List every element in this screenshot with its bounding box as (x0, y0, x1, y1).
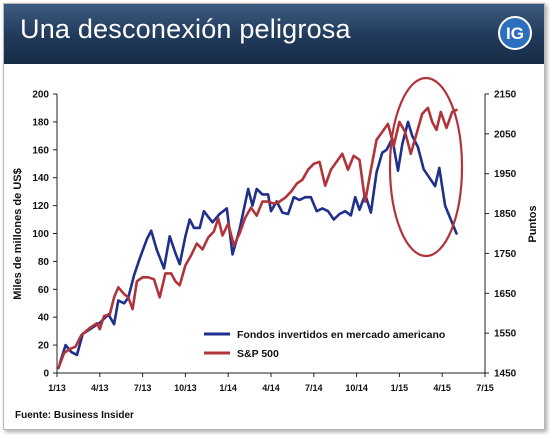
legend-label-funds: Fondos invertidos en mercado americano (237, 329, 445, 341)
x-tick-label: 1/13 (48, 383, 66, 393)
left-tick-label: 40 (38, 313, 50, 324)
left-tick-label: 80 (38, 257, 50, 268)
x-tick-label: 7/15 (476, 383, 494, 393)
funds-series-line (58, 120, 458, 365)
right-tick-label: 1450 (494, 369, 517, 380)
highlight-ellipse (388, 76, 464, 258)
right-tick-label: 1850 (494, 209, 517, 220)
x-tick-label: 10/13 (174, 383, 197, 393)
x-tick-label: 7/13 (134, 383, 152, 393)
left-tick-label: 200 (32, 90, 49, 101)
x-tick-label: 1/15 (391, 383, 409, 393)
line-chart: 0 20 40 60 80 100 120 140 160 180 200 1450 1550 1650… (12, 76, 539, 393)
x-tick-label: 7/14 (305, 383, 323, 393)
x-tick-label: 10/14 (345, 383, 368, 393)
right-tick-label: 2150 (494, 90, 517, 101)
x-tick-label: 4/15 (433, 383, 451, 393)
right-axis-ticks: 1450 1550 1650 1750 1850 1950 2050 2150 (485, 90, 517, 380)
series-layer (57, 106, 458, 370)
right-tick-label: 1550 (494, 329, 517, 340)
left-tick-label: 20 (38, 341, 50, 352)
left-tick-label: 60 (38, 285, 50, 296)
x-tick-label: 1/14 (219, 383, 237, 393)
right-tick-label: 1750 (494, 249, 517, 260)
right-tick-label: 1950 (494, 169, 517, 180)
legend-label-sp500: S&P 500 (237, 348, 279, 360)
y2-axis-label: Puntos (527, 205, 539, 242)
left-tick-label: 160 (32, 145, 49, 156)
x-tick-label: 4/14 (262, 383, 280, 393)
left-tick-label: 120 (32, 201, 49, 212)
chart-title: Una desconexión peligrosa (20, 14, 351, 44)
left-tick-label: 0 (43, 369, 49, 380)
y-axis-label: Miles de millones de US$ (12, 168, 24, 299)
legend: Fondos invertidos en mercado americano S… (204, 329, 445, 360)
x-axis-ticks: 1/13 4/13 7/13 10/13 1/14 4/14 7/14 10/14 1/15 4/… (48, 373, 494, 393)
left-tick-label: 180 (32, 117, 49, 128)
left-axis-ticks: 0 20 40 60 80 100 120 140 160 180 200 (32, 90, 57, 380)
ig-logo: IG (498, 16, 532, 50)
x-tick-label: 4/13 (91, 383, 109, 393)
right-tick-label: 2050 (494, 129, 517, 140)
header-bar: Una desconexión peligrosa IG (4, 4, 544, 64)
sp500-series-line (57, 106, 458, 370)
right-tick-label: 1650 (494, 289, 517, 300)
left-tick-label: 100 (32, 229, 49, 240)
left-tick-label: 140 (32, 173, 49, 184)
source-note: Fuente: Business Insider (15, 410, 134, 421)
chart-card: Una desconexión peligrosa IG 0 20 40 60 80 10… (3, 3, 545, 430)
